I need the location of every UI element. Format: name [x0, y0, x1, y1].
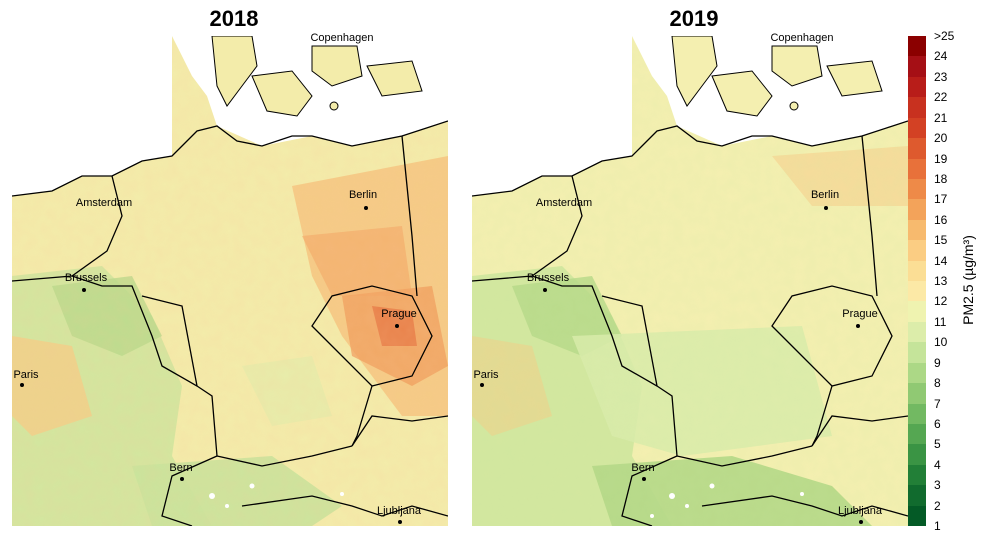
map-2018: [12, 36, 448, 526]
map-2019-svg: [472, 36, 908, 526]
city-dot-brussels: [543, 288, 547, 292]
legend-tick-label: 11: [934, 314, 947, 329]
map-2019: [472, 36, 908, 526]
city-dot-brussels: [82, 288, 86, 292]
legend-swatch: [908, 199, 926, 220]
legend-swatch: [908, 178, 926, 200]
legend-swatch: [908, 383, 926, 404]
city-dot-prague: [856, 324, 860, 328]
legend-tick-label: >25: [934, 29, 955, 43]
city-label-bern: Bern: [631, 462, 655, 474]
legend-title: PM2.5 (µg/m³): [960, 235, 976, 325]
legend-tick-label: 24: [934, 49, 948, 64]
legend-tick-label: 23: [934, 69, 948, 84]
legend-swatch: [908, 403, 926, 425]
legend-tick-label: 16: [934, 212, 948, 227]
legend-tick-label: 18: [934, 171, 948, 186]
legend-swatch: [908, 138, 926, 159]
city-dot-ljubljana: [398, 520, 402, 524]
city-label-prague: Prague: [842, 308, 878, 320]
city-label-paris: Paris: [473, 369, 499, 381]
city-label-ljubljana: Ljubljana: [376, 505, 422, 517]
city-dot-ljubljana: [859, 520, 863, 524]
city-label-berlin: Berlin: [348, 189, 378, 201]
legend-swatch: [908, 158, 926, 179]
city-label-brussels: Brussels: [526, 272, 570, 284]
legend-tick-label: 17: [934, 192, 948, 207]
city-label-amsterdam: Amsterdam: [75, 197, 133, 209]
legend-swatch: [908, 281, 926, 302]
legend-tick-label: 15: [934, 233, 948, 248]
panel-title-2019: 2019: [669, 6, 719, 31]
legend-swatch: [908, 219, 926, 241]
legend-tick-label: 1: [934, 519, 941, 533]
legend-tick-label: 21: [934, 110, 948, 125]
legend-swatch: [908, 505, 926, 527]
legend-swatch: [908, 464, 926, 486]
legend-swatch: [908, 424, 926, 445]
city-label-berlin: Berlin: [810, 189, 840, 201]
city-dot-bern: [642, 477, 646, 481]
city-dot-berlin: [364, 206, 368, 210]
city-dot-berlin: [824, 206, 828, 210]
city-label-copenhagen: Copenhagen: [770, 32, 834, 44]
legend-tick-label: 9: [934, 355, 941, 370]
legend-swatch: [908, 485, 926, 506]
city-label-ljubljana: Ljubljana: [837, 505, 883, 517]
legend-swatch: [908, 260, 926, 282]
legend-swatch: [908, 76, 926, 98]
legend-swatch: [908, 117, 926, 139]
legend-swatch: [908, 362, 926, 384]
legend-tick-label: 5: [934, 437, 941, 452]
legend-swatch: [908, 301, 926, 322]
legend-tick-label: 14: [934, 253, 948, 268]
city-dot-prague: [395, 324, 399, 328]
city-dot-paris: [480, 383, 484, 387]
legend-tick-label: 22: [934, 90, 948, 105]
map-2018-svg: [12, 36, 448, 526]
legend-swatch: [908, 342, 926, 363]
legend-tick-label: 2: [934, 498, 941, 513]
color-legend: [908, 36, 926, 527]
city-label-brussels: Brussels: [64, 272, 108, 284]
legend-tick-label: 10: [934, 335, 948, 350]
legend-tick-label: 7: [934, 396, 941, 411]
legend-tick-label: 3: [934, 478, 941, 493]
legend-tick-label: 13: [934, 274, 948, 288]
city-label-paris: Paris: [13, 369, 39, 381]
legend-tick-label: 6: [934, 416, 941, 431]
panel-title-2018: 2018: [209, 6, 259, 31]
city-label-amsterdam: Amsterdam: [535, 197, 593, 209]
legend-tick-label: 8: [934, 376, 941, 391]
city-dot-bern: [180, 477, 184, 481]
legend-swatch: [908, 444, 926, 465]
legend-swatch: [908, 36, 926, 57]
city-label-copenhagen: Copenhagen: [310, 32, 374, 44]
legend-tick-label: 20: [934, 131, 948, 146]
city-dot-paris: [20, 383, 24, 387]
legend-colorbar: [908, 36, 926, 527]
city-label-prague: Prague: [381, 308, 417, 320]
legend-swatch: [908, 97, 926, 118]
city-label-bern: Bern: [169, 462, 193, 474]
legend-tick-label: 12: [934, 294, 948, 309]
legend-swatch: [908, 56, 926, 77]
legend-swatch: [908, 321, 926, 343]
legend-swatch: [908, 240, 926, 261]
legend-tick-label: 4: [934, 457, 941, 472]
legend-tick-label: 19: [934, 151, 948, 166]
